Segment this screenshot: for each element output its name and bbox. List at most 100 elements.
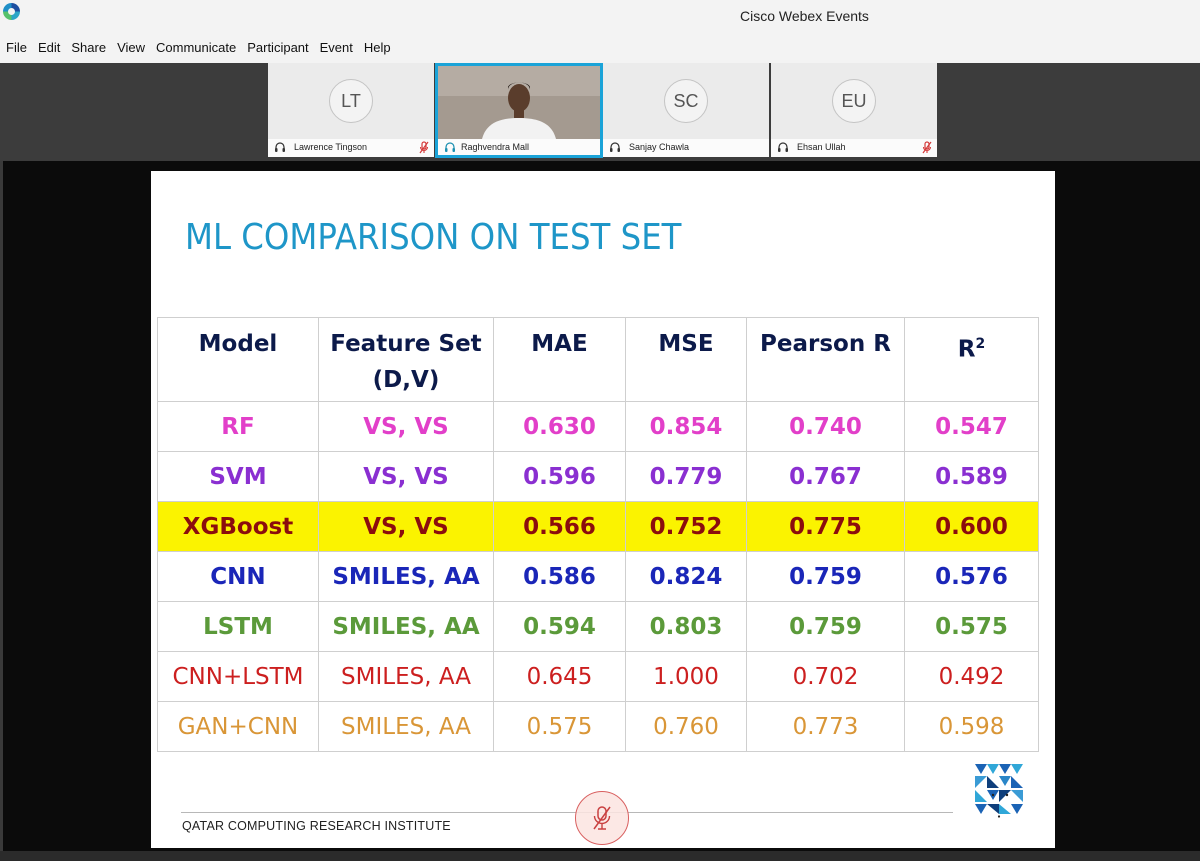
column-header-feature-set: Feature Set (D,V) [318,317,494,402]
participant-name-bar: Raghvendra Mall [438,139,600,155]
headset-icon [275,142,285,152]
table-header-row: Model Feature Set (D,V) MAE MSE Pearson R… [157,317,1039,402]
menu-help[interactable]: Help [363,40,391,55]
cell-model: XGBoost [157,501,319,552]
cell-mae: 0.596 [493,451,626,502]
cell-r2: 0.576 [904,551,1039,602]
menu-bar: File Edit Share View Communicate Partici… [0,38,396,58]
muted-mic-icon [593,806,611,830]
column-header-model: Model [157,317,319,402]
column-header-mse: MSE [625,317,747,402]
window-title: Cisco Webex Events [740,8,869,24]
cell-r2: 0.492 [904,651,1039,702]
cell-pearson-r: 0.702 [746,651,905,702]
participant-name: Ehsan Ullah [797,142,846,152]
participant-name: Lawrence Tingson [294,142,368,152]
cell-feature-set: VS, VS [318,451,494,502]
table-row: GAN+CNN SMILES, AA 0.575 0.760 0.773 0.5… [157,701,1039,752]
cell-model: GAN+CNN [157,701,319,752]
cell-feature-set: VS, VS [318,501,494,552]
cell-r2: 0.600 [904,501,1039,552]
muted-mic-icon[interactable] [921,141,933,154]
participant-video [438,66,600,139]
table-row: RF VS, VS 0.630 0.854 0.740 0.547 [157,401,1039,452]
cell-mae: 0.586 [493,551,626,602]
cell-model: RF [157,401,319,452]
cell-model: LSTM [157,601,319,652]
menu-communicate[interactable]: Communicate [156,40,237,55]
headset-icon [445,142,455,152]
column-header-mae: MAE [493,317,626,402]
menu-share[interactable]: Share [71,40,107,55]
stage-edge [0,161,3,851]
cell-feature-set: SMILES, AA [318,701,494,752]
cell-mae: 0.630 [493,401,626,452]
cell-pearson-r: 0.740 [746,401,905,452]
footer-divider [181,812,953,813]
cell-r2: 0.589 [904,451,1039,502]
menu-edit[interactable]: Edit [37,40,61,55]
slide-title: ML COMPARISON ON TEST SET [185,217,682,258]
headset-icon [610,142,620,152]
cell-r2: 0.547 [904,401,1039,452]
cell-pearson-r: 0.759 [746,551,905,602]
participant-tile-sc[interactable]: SC Sanjay Chawla [603,63,769,157]
title-bar: Cisco Webex Events [0,0,1200,36]
participant-tile-active-speaker[interactable]: Raghvendra Mall [435,63,603,158]
table-row: CNN+LSTM SMILES, AA 0.645 1.000 0.702 0.… [157,651,1039,702]
cell-mse: 0.760 [625,701,747,752]
muted-mic-icon[interactable] [418,141,430,154]
cell-mse: 0.824 [625,551,747,602]
cell-mse: 0.752 [625,501,747,552]
cell-mae: 0.575 [493,701,626,752]
participant-name-bar: Lawrence Tingson [268,139,434,157]
cell-mae: 0.645 [493,651,626,702]
participant-name-bar: Ehsan Ullah [771,139,937,157]
participant-name-bar: Sanjay Chawla [603,139,769,157]
table-row: LSTM SMILES, AA 0.594 0.803 0.759 0.575 [157,601,1039,652]
results-table: Model Feature Set (D,V) MAE MSE Pearson R… [157,317,1039,752]
cell-feature-set: VS, VS [318,401,494,452]
cell-r2: 0.598 [904,701,1039,752]
column-header-pearson-r: Pearson R [746,317,905,402]
cell-mae: 0.566 [493,501,626,552]
cell-mse: 0.803 [625,601,747,652]
menu-participant[interactable]: Participant [247,40,309,55]
qcri-logo-icon [975,764,1023,818]
cell-feature-set: SMILES, AA [318,651,494,702]
cell-model: SVM [157,451,319,502]
table-row-highlighted: XGBoost VS, VS 0.566 0.752 0.775 0.600 [157,501,1039,552]
webex-logo-icon [3,3,20,20]
cell-feature-set: SMILES, AA [318,551,494,602]
cell-model: CNN+LSTM [157,651,319,702]
cell-pearson-r: 0.773 [746,701,905,752]
menu-file[interactable]: File [6,40,27,55]
avatar: LT [329,79,373,123]
cell-mse: 0.854 [625,401,747,452]
cell-mse: 1.000 [625,651,747,702]
table-row: SVM VS, VS 0.596 0.779 0.767 0.589 [157,451,1039,502]
cell-model: CNN [157,551,319,602]
cell-r2: 0.575 [904,601,1039,652]
participant-tile-eu[interactable]: EU Ehsan Ullah [771,63,937,157]
bottom-bar [0,851,1200,861]
avatar: SC [664,79,708,123]
presentation-slide: ML COMPARISON ON TEST SET Model Feature … [151,171,1055,848]
cell-pearson-r: 0.759 [746,601,905,652]
menu-view[interactable]: View [117,40,146,55]
cell-pearson-r: 0.775 [746,501,905,552]
table-row: CNN SMILES, AA 0.586 0.824 0.759 0.576 [157,551,1039,602]
cell-feature-set: SMILES, AA [318,601,494,652]
cell-pearson-r: 0.767 [746,451,905,502]
menu-event[interactable]: Event [319,40,353,55]
column-header-r2: R2 [904,317,1039,402]
mute-button[interactable] [575,791,629,845]
participant-strip: LT Lawrence Tingson [0,63,1200,161]
avatar: EU [832,79,876,123]
participant-name: Raghvendra Mall [461,142,530,152]
participant-tile-lt[interactable]: LT Lawrence Tingson [268,63,434,157]
slide-footer: QATAR COMPUTING RESEARCH INSTITUTE [182,819,451,833]
cell-mae: 0.594 [493,601,626,652]
cell-mse: 0.779 [625,451,747,502]
participant-name: Sanjay Chawla [629,142,690,152]
